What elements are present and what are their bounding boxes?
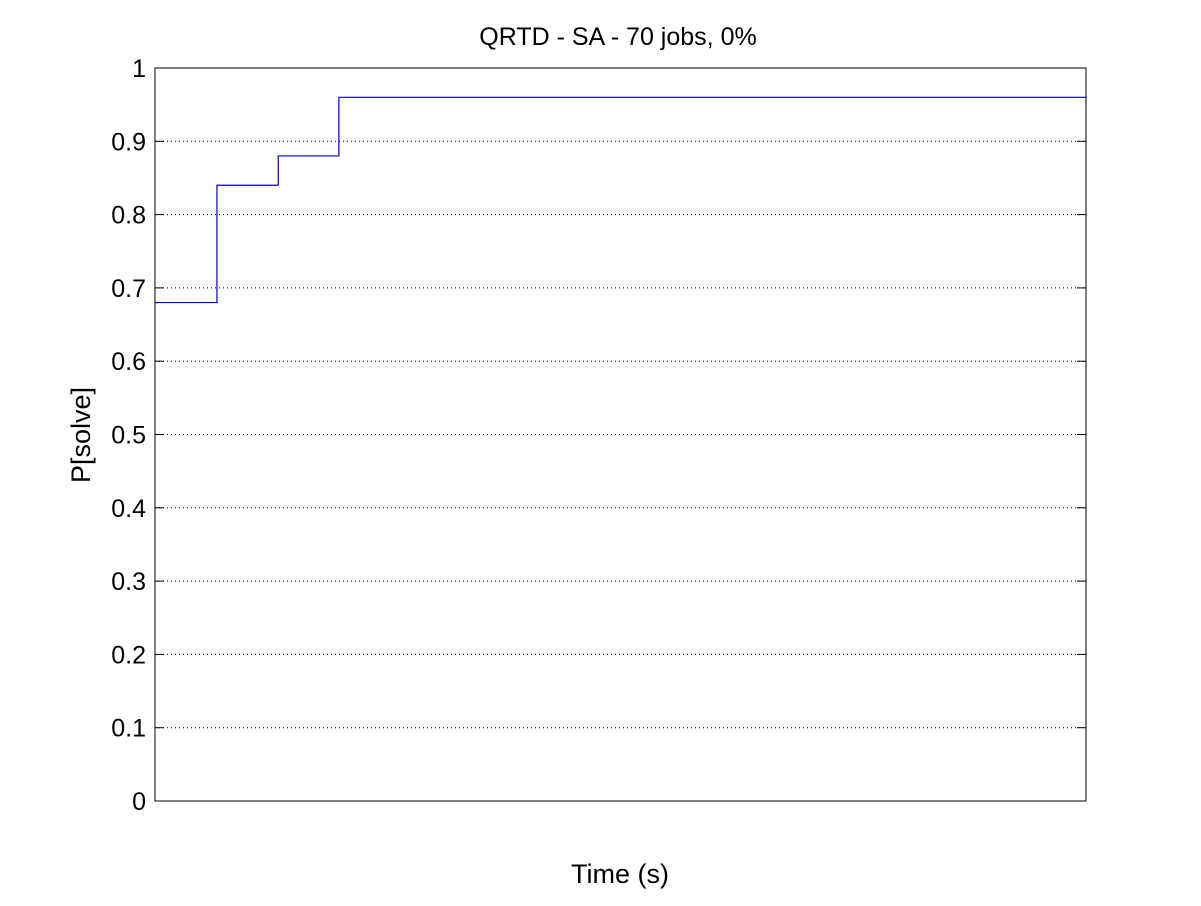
y-tick-label: 0.8 bbox=[111, 202, 146, 230]
y-tick-label: 0.6 bbox=[111, 348, 146, 376]
y-tick-label: 1 bbox=[132, 55, 146, 83]
y-tick-label: 0.2 bbox=[111, 641, 146, 669]
y-tick-label: 0.4 bbox=[111, 495, 146, 523]
y-tick-label: 0 bbox=[132, 788, 146, 816]
y-tick-label: 0.9 bbox=[111, 128, 146, 156]
y-tick-label: 0.1 bbox=[111, 715, 146, 743]
y-tick-label: 0.3 bbox=[111, 568, 146, 596]
y-tick-label: 0.7 bbox=[111, 275, 146, 303]
tick-labels: 00.10.20.30.40.50.60.70.80.91102.3743410… bbox=[111, 55, 146, 816]
chart-title: QRTD - SA - 70 jobs, 0% bbox=[479, 23, 756, 51]
y-axis-label: P[solve] bbox=[66, 387, 96, 483]
series-layer bbox=[155, 96, 1086, 304]
series-line-0 bbox=[155, 96, 1086, 304]
x-axis-label: Time (s) bbox=[571, 859, 669, 889]
tick-marks bbox=[155, 67, 1086, 802]
plot-area bbox=[155, 68, 1086, 801]
y-tick-label: 0.5 bbox=[111, 422, 146, 450]
